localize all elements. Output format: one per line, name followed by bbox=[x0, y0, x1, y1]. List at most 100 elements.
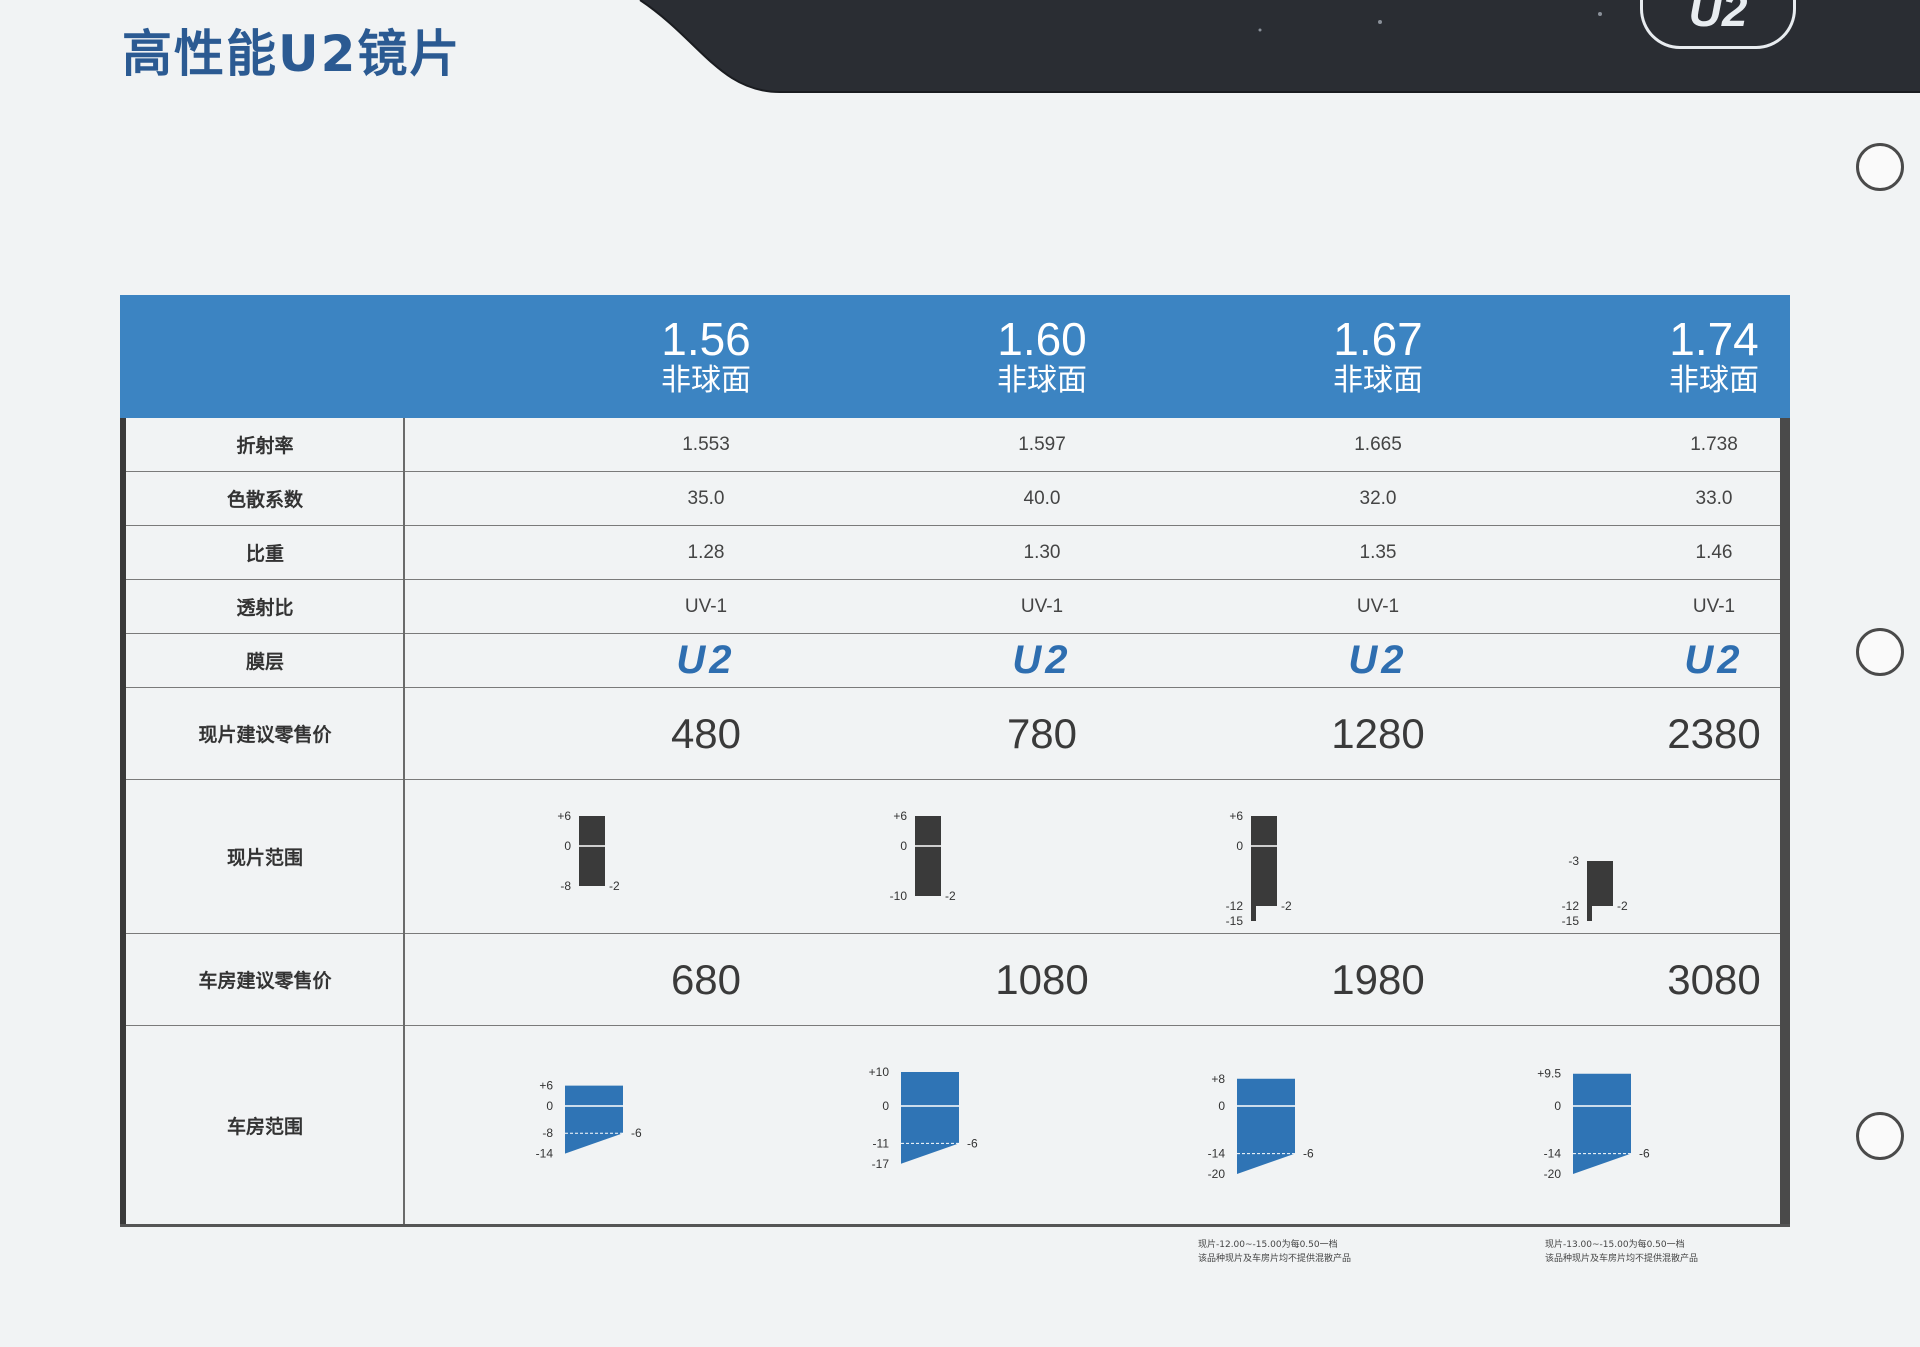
cell-value: UV-1 bbox=[1020, 595, 1064, 617]
row-label: 色散系数 bbox=[226, 489, 303, 511]
binder-hole bbox=[1856, 1112, 1904, 1160]
column-header-1-60: 1.60 非球面 bbox=[874, 315, 1210, 399]
table-row-stock-price: 现片建议零售价 480 780 1280 2380 bbox=[126, 688, 1780, 780]
row-label: 车房建议零售价 bbox=[198, 970, 332, 992]
range-tick-label: +6 bbox=[893, 809, 907, 823]
table-row-coating: 膜层 U2 U2 U2 U2 bbox=[126, 634, 1780, 688]
range-tick-label: 0 bbox=[564, 839, 571, 853]
cell-value: UV-1 bbox=[1692, 595, 1736, 617]
range-tick-label: +9.5 bbox=[1537, 1067, 1561, 1081]
cyl-limit-label: -2 bbox=[945, 889, 956, 903]
cyl-limit-label: -2 bbox=[609, 879, 620, 893]
rx-range-graphics: +6 0 -8 -14 -6 +10 0 -11 -17 -6 +8 0 -14 -20 -6 +9.5 0 -1… bbox=[536, 1065, 1650, 1181]
footnote-line: 现片-12.00~-15.00为每0.50一档 bbox=[1198, 1240, 1338, 1250]
cyl-limit-label: -6 bbox=[1639, 1147, 1650, 1161]
footnote-1-67: 现片-12.00~-15.00为每0.50一档 该品种现片及车房片均不提供混散产… bbox=[1198, 1238, 1438, 1266]
cell-value: 1.35 bbox=[1359, 541, 1397, 563]
column-kind: 非球面 bbox=[1669, 363, 1759, 398]
column-index: 1.74 bbox=[1669, 313, 1759, 365]
range-tick-label: 0 bbox=[546, 1099, 553, 1113]
stock-range-bar bbox=[915, 816, 941, 896]
table-row-refraction: 折射率 1.553 1.597 1.665 1.738 bbox=[126, 418, 1780, 472]
range-tick-label: 0 bbox=[1236, 839, 1243, 853]
stock-range-bar bbox=[1251, 816, 1277, 906]
range-tick-label: 0 bbox=[882, 1099, 889, 1113]
table-row-rx-range: 车房范围 +6 0 -8 -14 -6 +10 0 -11 -17 -6 +8 0 -14 -20 -6 +9… bbox=[126, 1026, 1780, 1224]
cyl-limit-label: -2 bbox=[1617, 899, 1628, 913]
range-tick-label: -14 bbox=[1544, 1147, 1562, 1161]
range-tick-label: -15 bbox=[1562, 914, 1580, 928]
range-tick-label: 0 bbox=[1554, 1099, 1561, 1113]
cyl-limit-label: -6 bbox=[631, 1126, 642, 1140]
binder-hole bbox=[1856, 143, 1904, 191]
cell-value: UV-1 bbox=[1356, 595, 1400, 617]
range-tick-label: +10 bbox=[869, 1065, 890, 1079]
range-tick-label: -12 bbox=[1226, 899, 1244, 913]
column-kind: 非球面 bbox=[997, 363, 1087, 398]
footnote-line: 现片-13.00~-15.00为每0.50一档 bbox=[1545, 1240, 1685, 1250]
price-value: 680 bbox=[670, 955, 742, 1003]
range-tick-label: -8 bbox=[542, 1126, 553, 1140]
spec-table: 1.56 非球面 1.60 非球面 1.67 非球面 1.74 非球面 折射率 … bbox=[120, 295, 1790, 1227]
cyl-limit-label: -6 bbox=[967, 1136, 978, 1150]
stock-range-bar bbox=[1587, 861, 1613, 906]
table-row-rx-price: 车房建议零售价 680 1080 1980 3080 bbox=[126, 934, 1780, 1026]
range-tick-label: -10 bbox=[890, 889, 908, 903]
footnote-line: 该品种现片及车房片均不提供混散产品 bbox=[1198, 1254, 1352, 1264]
cell-value: 1.30 bbox=[1023, 541, 1061, 563]
range-tick-label: -14 bbox=[536, 1147, 554, 1161]
column-header-1-56: 1.56 非球面 bbox=[538, 315, 874, 399]
column-index: 1.60 bbox=[997, 313, 1087, 365]
stock-range-bar bbox=[579, 816, 605, 886]
footnote-1-74: 现片-13.00~-15.00为每0.50一档 该品种现片及车房片均不提供混散产… bbox=[1545, 1238, 1785, 1266]
range-tick-label: 0 bbox=[1218, 1099, 1225, 1113]
cell-value: 35.0 bbox=[687, 487, 725, 509]
stock-range-extension bbox=[1587, 906, 1592, 921]
row-label: 比重 bbox=[245, 543, 284, 565]
coating-logo: U2 bbox=[1684, 638, 1744, 682]
range-tick-label: -20 bbox=[1208, 1167, 1226, 1181]
table-row-dispersion: 色散系数 35.0 40.0 32.0 33.0 bbox=[126, 472, 1780, 526]
rx-range-shape bbox=[1573, 1073, 1631, 1174]
coating-logo: U2 bbox=[676, 638, 736, 682]
footnote-line: 该品种现片及车房片均不提供混散产品 bbox=[1545, 1254, 1699, 1264]
range-tick-label: -17 bbox=[872, 1157, 890, 1171]
brand-badge-text: U2 bbox=[1688, 0, 1748, 36]
column-header-1-74: 1.74 非球面 bbox=[1546, 315, 1882, 399]
cell-value: UV-1 bbox=[684, 595, 728, 617]
page-title: 高性能U2镜片 bbox=[122, 25, 462, 83]
rx-range-shape bbox=[901, 1072, 959, 1164]
table-row-transmission: 透射比 UV-1 UV-1 UV-1 UV-1 bbox=[126, 580, 1780, 634]
coating-logo: U2 bbox=[1348, 638, 1408, 682]
table-header: 1.56 非球面 1.60 非球面 1.67 非球面 1.74 非球面 bbox=[120, 295, 1790, 418]
binder-hole bbox=[1856, 628, 1904, 676]
cell-value: 40.0 bbox=[1023, 487, 1061, 509]
range-tick-label: -8 bbox=[560, 879, 571, 893]
range-tick-label: -14 bbox=[1208, 1147, 1226, 1161]
stock-range-graphics: 0 +6 -8 -2 0 +6 -10 -2 -15 0 +6 -12 -2 -15 -3 -12 -2 bbox=[557, 809, 1628, 928]
range-tick-label: -3 bbox=[1568, 854, 1579, 868]
column-header-1-67: 1.67 非球面 bbox=[1210, 315, 1546, 399]
price-value: 780 bbox=[1006, 709, 1078, 757]
price-value: 1280 bbox=[1331, 709, 1425, 757]
range-tick-label: +6 bbox=[557, 809, 571, 823]
table-frame-bottom bbox=[120, 1224, 1790, 1227]
price-value: 3080 bbox=[1667, 955, 1761, 1003]
rx-range-shape bbox=[1237, 1078, 1295, 1174]
range-tick-label: 0 bbox=[900, 839, 907, 853]
row-label: 现片建议零售价 bbox=[198, 724, 332, 746]
table-frame-left bbox=[120, 418, 126, 1227]
cell-value: 1.28 bbox=[687, 541, 725, 563]
cell-value: 1.665 bbox=[1354, 433, 1402, 455]
cell-value: 1.46 bbox=[1695, 541, 1733, 563]
row-label: 透射比 bbox=[236, 597, 294, 619]
column-index: 1.56 bbox=[661, 313, 751, 365]
table-body: 折射率 1.553 1.597 1.665 1.738 色散系数 35.0 40… bbox=[120, 418, 1790, 1227]
range-tick-label: -11 bbox=[873, 1136, 890, 1150]
range-tick-label: -12 bbox=[1562, 899, 1580, 913]
cyl-limit-label: -2 bbox=[1281, 899, 1292, 913]
stock-range-extension bbox=[1251, 906, 1256, 921]
brand-badge: U2 bbox=[1640, 0, 1796, 49]
column-kind: 非球面 bbox=[1333, 363, 1423, 398]
row-label: 现片范围 bbox=[226, 847, 303, 869]
